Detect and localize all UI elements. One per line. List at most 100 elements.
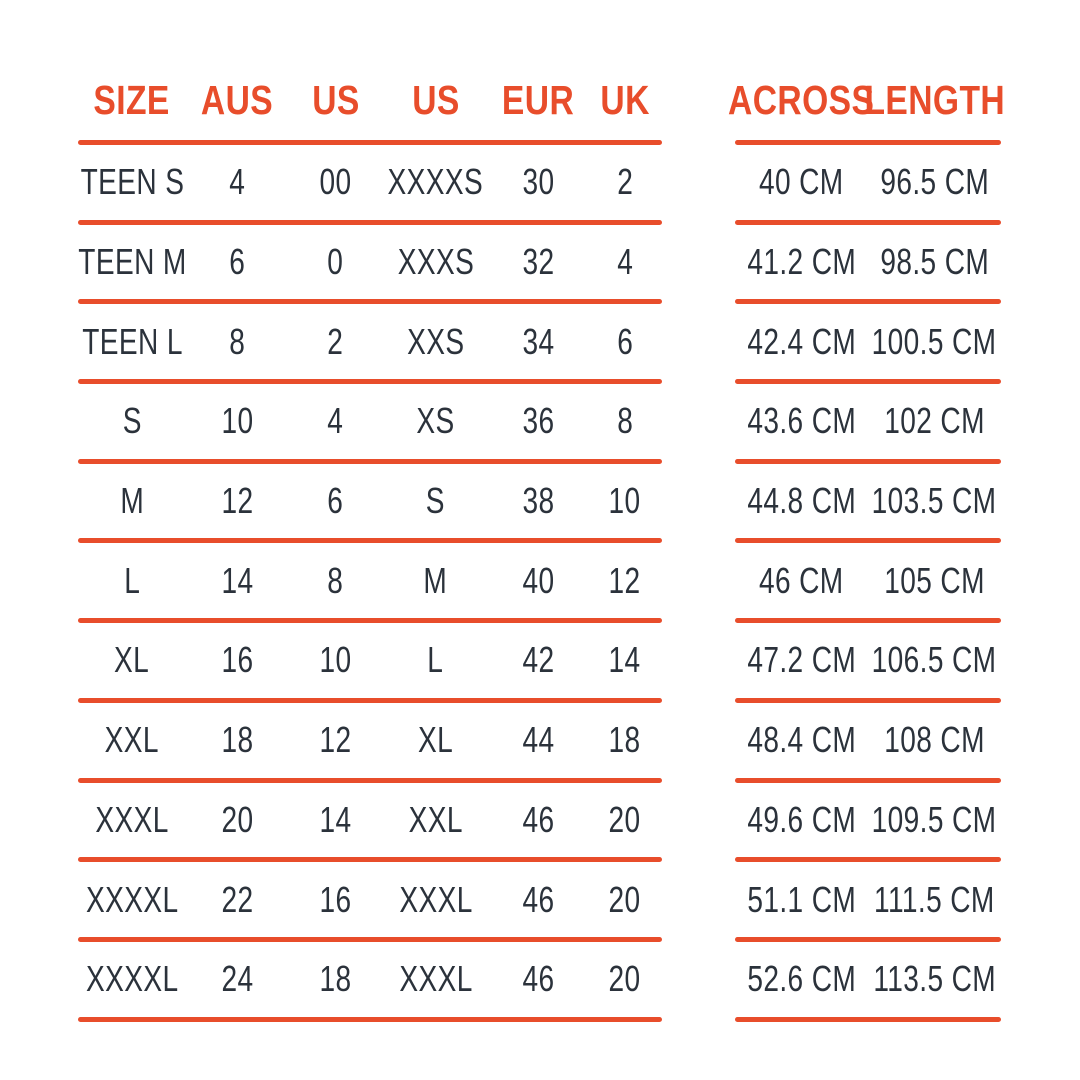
- table-cell: 16: [288, 879, 383, 921]
- row-divider: [735, 777, 1001, 783]
- cell-value: S: [426, 480, 446, 522]
- table-cell: 96.5 CM: [868, 161, 1001, 203]
- table-cell: TEEN L: [78, 321, 186, 363]
- cell-value: 20: [608, 958, 641, 1000]
- table-cell: 14: [588, 639, 662, 681]
- table-cell: 12: [588, 560, 662, 602]
- table-cell: 52.6 CM: [735, 958, 868, 1000]
- cell-value: 96.5 CM: [880, 161, 989, 203]
- column-header-cell: ACROSS: [728, 77, 874, 124]
- column-header-cell: UK: [588, 77, 662, 124]
- table-cell: S: [78, 400, 186, 442]
- cell-value: XS: [416, 400, 455, 442]
- table-row: 42.4 CM 100.5 CM: [735, 304, 1001, 379]
- column-header-label: AUS: [201, 76, 274, 123]
- table-cell: 6: [588, 321, 662, 363]
- cell-value: 2: [616, 161, 633, 203]
- table-cell: 12: [186, 480, 288, 522]
- column-header-cell: LENGTH: [864, 77, 1004, 124]
- cell-value: 2: [327, 320, 344, 362]
- table-cell: XXXL: [383, 879, 489, 921]
- table-cell: XXXL: [78, 799, 186, 841]
- cell-value: XXXXL: [85, 958, 179, 1000]
- cell-value: XXXXL: [85, 878, 179, 920]
- cell-value: 10: [319, 639, 352, 681]
- cell-value: 46: [522, 958, 555, 1000]
- cell-value: 42.4 CM: [747, 320, 856, 362]
- column-header-label: ACROSS: [728, 76, 875, 123]
- cell-value: 46: [522, 878, 555, 920]
- cell-value: 46: [522, 798, 555, 840]
- table-cell: 47.2 CM: [735, 639, 868, 681]
- cell-value: 34: [522, 320, 555, 362]
- cell-value: 12: [221, 480, 254, 522]
- table-cell: 46 CM: [735, 560, 868, 602]
- table-cell: 44.8 CM: [735, 480, 868, 522]
- row-divider: [735, 618, 1001, 624]
- table-cell: 111.5 CM: [868, 879, 1001, 921]
- table-cell: 8: [588, 400, 662, 442]
- table-cell: 20: [588, 958, 662, 1000]
- table-cell: L: [78, 560, 186, 602]
- cell-value: 36: [522, 400, 555, 442]
- cell-value: 32: [522, 241, 555, 283]
- table-row: 44.8 CM 103.5 CM: [735, 464, 1001, 539]
- table-cell: 20: [588, 879, 662, 921]
- row-divider: [735, 458, 1001, 464]
- table-row: XXXL 20 14 XXL 46 20: [78, 783, 662, 858]
- column-header-label: LENGTH: [864, 76, 1005, 123]
- table-cell: XXL: [78, 719, 186, 761]
- table-row: XXXXL 24 18 XXXL 46 20: [78, 942, 662, 1017]
- table-cell: 24: [186, 958, 288, 1000]
- table-cell: 32: [489, 241, 588, 283]
- table-cell: 105 CM: [868, 560, 1001, 602]
- cell-value: 4: [327, 400, 344, 442]
- row-divider: [735, 857, 1001, 863]
- table-cell: 2: [588, 161, 662, 203]
- row-divider: [735, 299, 1001, 305]
- column-header-label: EUR: [502, 76, 575, 123]
- cell-value: 43.6 CM: [747, 400, 856, 442]
- measurement-table: ACROSS LENGTH 40 CM 96.5 CM 41.2 CM 98.5 CM 42…: [728, 60, 1004, 1022]
- cell-value: 6: [327, 480, 344, 522]
- row-divider: [78, 697, 662, 703]
- table-cell: XXXXL: [78, 958, 186, 1000]
- row-divider: [78, 936, 662, 942]
- table-cell: 38: [489, 480, 588, 522]
- table-cell: XXXS: [383, 241, 489, 283]
- cell-value: 16: [221, 639, 254, 681]
- cell-value: 41.2 CM: [747, 241, 856, 283]
- table-cell: 43.6 CM: [735, 400, 868, 442]
- table-row: M 12 6 S 38 10: [78, 464, 662, 539]
- table-cell: S: [383, 480, 489, 522]
- table-cell: 14: [186, 560, 288, 602]
- cell-value: 40 CM: [759, 161, 844, 203]
- table-cell: XXS: [383, 321, 489, 363]
- column-header-cell: EUR: [489, 77, 588, 124]
- column-header-cell: AUS: [186, 77, 288, 124]
- cell-value: 44: [522, 719, 555, 761]
- cell-value: 46 CM: [759, 559, 844, 601]
- cell-value: 14: [221, 559, 254, 601]
- cell-value: XL: [418, 719, 454, 761]
- row-divider: [78, 379, 662, 385]
- table-cell: 8: [288, 560, 383, 602]
- cell-value: 10: [221, 400, 254, 442]
- cell-value: TEEN L: [81, 320, 183, 362]
- row-divider: [78, 618, 662, 624]
- cell-value: TEEN S: [80, 161, 184, 203]
- table-cell: 8: [186, 321, 288, 363]
- table-cell: 10: [186, 400, 288, 442]
- row-divider: [735, 538, 1001, 544]
- cell-value: 51.1 CM: [747, 878, 856, 920]
- row-divider: [735, 936, 1001, 942]
- table-cell: XXXL: [383, 958, 489, 1000]
- row-divider: [78, 219, 662, 225]
- cell-value: XXL: [408, 798, 463, 840]
- cell-value: 47.2 CM: [747, 639, 856, 681]
- cell-value: 103.5 CM: [872, 480, 997, 522]
- cell-value: 106.5 CM: [872, 639, 997, 681]
- table-cell: 40: [489, 560, 588, 602]
- cell-value: 109.5 CM: [872, 798, 997, 840]
- cell-value: 40: [522, 559, 555, 601]
